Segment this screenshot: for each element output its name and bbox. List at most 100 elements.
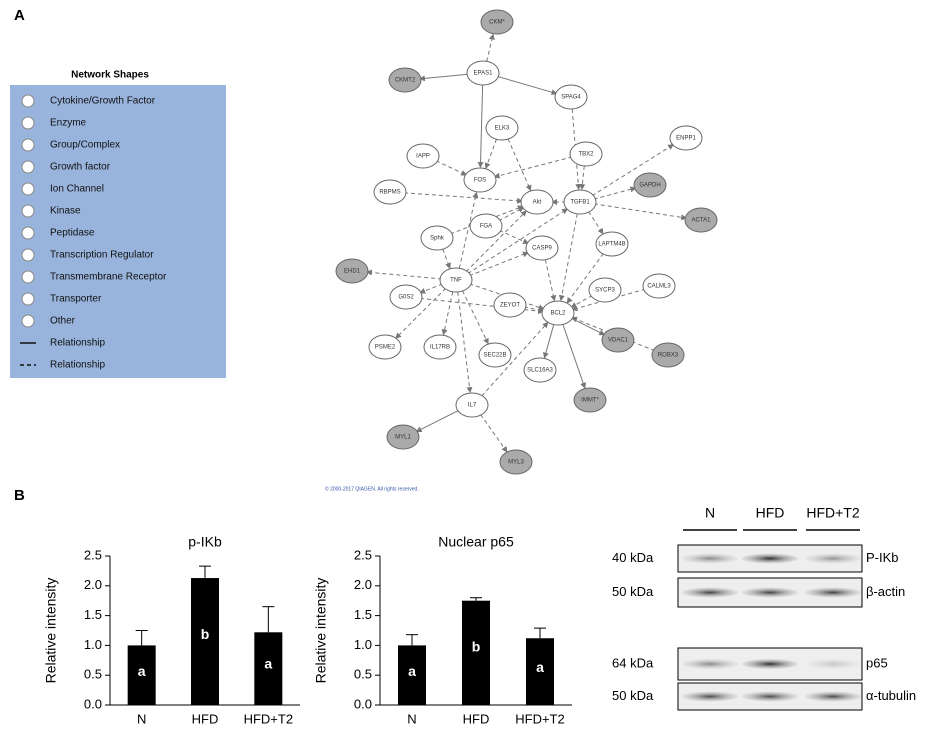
network-edge bbox=[436, 161, 466, 175]
protein-label: α-tubulin bbox=[866, 688, 916, 703]
kda-label: 50 kDa bbox=[612, 584, 654, 599]
network-edge bbox=[420, 284, 443, 293]
network-edge bbox=[499, 208, 524, 221]
node-label: PSME2 bbox=[375, 345, 396, 351]
legend-item: Transmembrane Receptor bbox=[50, 272, 167, 283]
protein-label: P-IKb bbox=[866, 550, 899, 565]
legend-box bbox=[10, 85, 226, 378]
node-label: ENPP1 bbox=[676, 136, 696, 142]
legend-icon bbox=[22, 205, 34, 217]
blot-band bbox=[742, 659, 798, 669]
kda-label: 40 kDa bbox=[612, 550, 654, 565]
blot-band bbox=[805, 659, 861, 669]
node-label: TBX2 bbox=[578, 152, 594, 158]
network-edge bbox=[582, 166, 584, 189]
group-label: b bbox=[201, 626, 210, 642]
network-edge bbox=[486, 139, 497, 168]
legend-icon bbox=[22, 161, 34, 173]
y-tick-label: 1.5 bbox=[84, 607, 102, 622]
node-label: TGFB1 bbox=[570, 200, 590, 206]
blot-band bbox=[682, 659, 738, 669]
network-edge bbox=[497, 76, 557, 93]
node-label: FOS bbox=[474, 178, 486, 184]
y-tick-label: 1.5 bbox=[354, 607, 372, 622]
y-tick-label: 0.5 bbox=[354, 667, 372, 682]
group-label: a bbox=[536, 659, 544, 675]
node-label: SYCP3 bbox=[595, 288, 615, 294]
legend-item: Group/Complex bbox=[50, 140, 120, 151]
blot-band bbox=[805, 554, 861, 564]
node-label: TNF bbox=[450, 278, 462, 284]
node-label: IL17RB bbox=[430, 345, 450, 351]
legend-item: Growth factor bbox=[50, 162, 111, 173]
group-label: b bbox=[472, 638, 481, 654]
node-label: FGA bbox=[480, 224, 492, 230]
network-edge bbox=[508, 139, 531, 190]
panel-label: A bbox=[14, 7, 25, 24]
blot-band bbox=[805, 692, 861, 702]
node-label: GAPDH bbox=[639, 183, 660, 189]
network-edge bbox=[443, 292, 452, 335]
network-edge bbox=[420, 74, 469, 79]
group-label: a bbox=[408, 663, 416, 679]
node-label: ZEYOT bbox=[500, 303, 520, 309]
node-label: SEC22B bbox=[483, 353, 506, 359]
network-edge bbox=[404, 193, 522, 201]
protein-label: p65 bbox=[866, 655, 888, 670]
blot-band bbox=[682, 692, 738, 702]
network-edge bbox=[367, 272, 442, 279]
network-edge bbox=[545, 324, 554, 357]
legend-title: Network Shapes bbox=[71, 70, 149, 81]
blot-band bbox=[682, 588, 738, 598]
network-edge bbox=[561, 214, 577, 300]
lane-label: N bbox=[705, 505, 715, 521]
legend-item: Relationship bbox=[50, 338, 105, 349]
node-label: CKMT2 bbox=[395, 78, 416, 84]
node-label: LAPTM4B bbox=[598, 242, 625, 248]
group-label: a bbox=[138, 663, 146, 679]
blot-band bbox=[682, 554, 738, 564]
x-tick-label: HFD bbox=[192, 711, 219, 726]
chart-title: Nuclear p65 bbox=[438, 534, 514, 550]
network-edge bbox=[481, 414, 507, 451]
node-label: CALML3 bbox=[647, 284, 671, 290]
protein-label: β-actin bbox=[866, 584, 905, 599]
x-tick-label: N bbox=[137, 711, 146, 726]
legend-item: Cytokine/Growth Factor bbox=[50, 96, 156, 107]
network-edge bbox=[545, 260, 554, 301]
network-edge bbox=[588, 212, 602, 234]
group-label: a bbox=[264, 656, 272, 672]
node-label: G0S2 bbox=[398, 295, 414, 301]
y-tick-label: 1.0 bbox=[354, 637, 372, 652]
y-tick-label: 0.5 bbox=[84, 667, 102, 682]
kda-label: 50 kDa bbox=[612, 688, 654, 703]
legend-item: Kinase bbox=[50, 206, 81, 217]
node-label: BCL2 bbox=[550, 311, 566, 317]
node-label: VDAC1 bbox=[608, 338, 629, 344]
node-label: IL7 bbox=[468, 403, 477, 409]
legend-icon bbox=[22, 95, 34, 107]
node-label: MYL1 bbox=[395, 435, 411, 441]
legend-item: Ion Channel bbox=[50, 184, 104, 195]
x-tick-label: N bbox=[407, 711, 416, 726]
y-tick-label: 0.0 bbox=[354, 696, 372, 711]
node-label: IAPP bbox=[416, 154, 430, 160]
y-tick-label: 2.0 bbox=[354, 577, 372, 592]
y-axis-label: Relative intensity bbox=[43, 578, 59, 684]
legend-icon bbox=[22, 117, 34, 129]
node-label: Sphk bbox=[430, 236, 445, 242]
legend-icon bbox=[22, 227, 34, 239]
node-label: ROBX3 bbox=[658, 353, 679, 359]
network-edge bbox=[469, 253, 528, 276]
node-label: EPAS1 bbox=[474, 71, 494, 77]
legend-item: Transporter bbox=[50, 294, 102, 305]
lane-label: HFD+T2 bbox=[806, 505, 860, 521]
network-edge bbox=[571, 295, 592, 307]
node-label: SPAG4 bbox=[561, 95, 581, 101]
lane-label: HFD bbox=[756, 505, 785, 521]
legend-icon bbox=[22, 271, 34, 283]
blot-band bbox=[805, 588, 861, 598]
y-tick-label: 2.0 bbox=[84, 577, 102, 592]
kda-label: 64 kDa bbox=[612, 655, 654, 670]
legend-item: Relationship bbox=[50, 360, 105, 371]
